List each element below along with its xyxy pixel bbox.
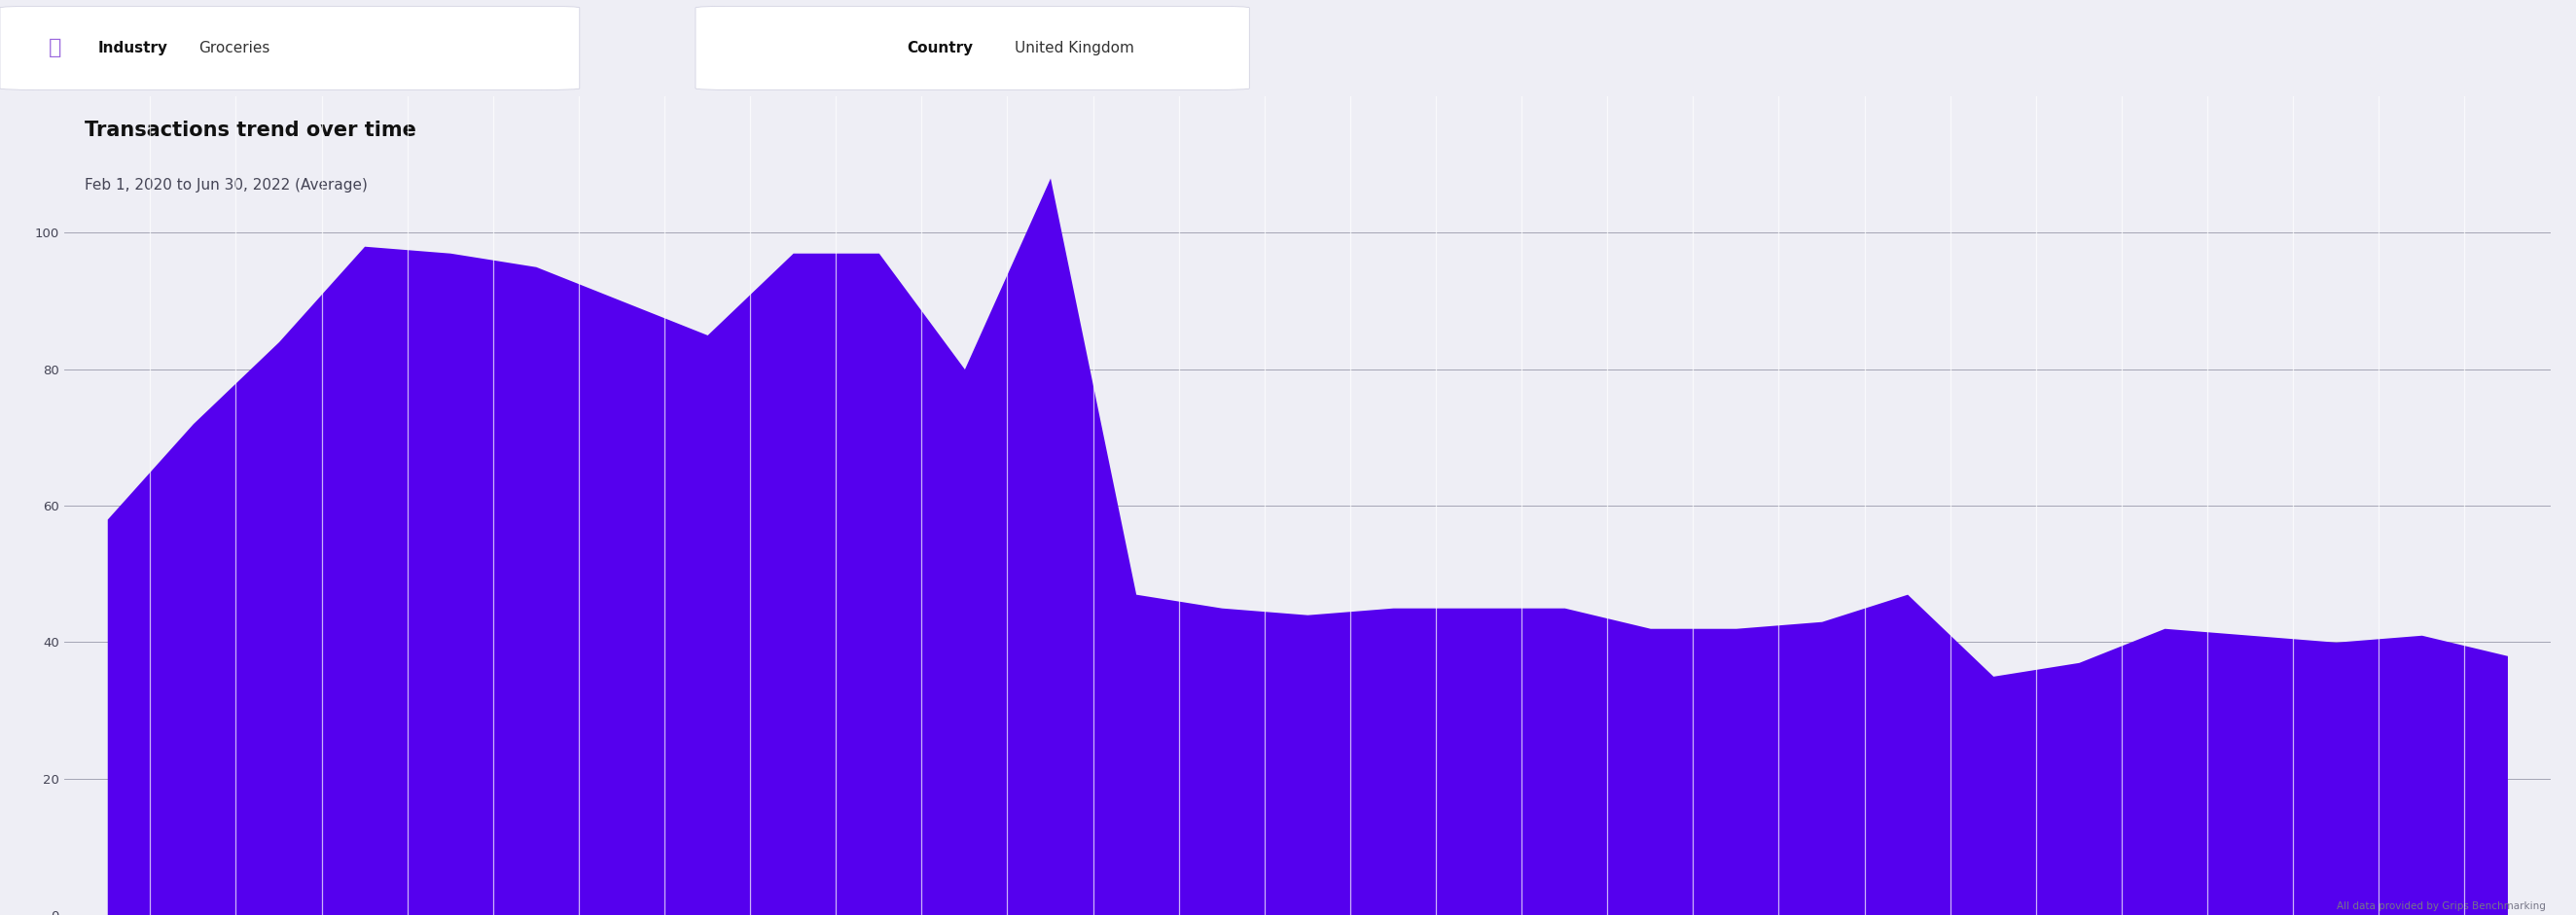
Text: ⠿: ⠿ bbox=[49, 38, 62, 58]
Text: Transactions trend over time: Transactions trend over time bbox=[85, 121, 415, 140]
Text: Groceries: Groceries bbox=[198, 41, 270, 55]
Text: United Kingdom: United Kingdom bbox=[1015, 41, 1133, 55]
FancyBboxPatch shape bbox=[696, 6, 1249, 90]
Text: All data provided by Grips Benchmarking: All data provided by Grips Benchmarking bbox=[2336, 901, 2545, 911]
Text: Feb 1, 2020 to Jun 30, 2022 (Average): Feb 1, 2020 to Jun 30, 2022 (Average) bbox=[85, 178, 368, 192]
Text: Country: Country bbox=[907, 41, 974, 55]
FancyBboxPatch shape bbox=[0, 6, 580, 90]
Text: Industry: Industry bbox=[98, 41, 167, 55]
